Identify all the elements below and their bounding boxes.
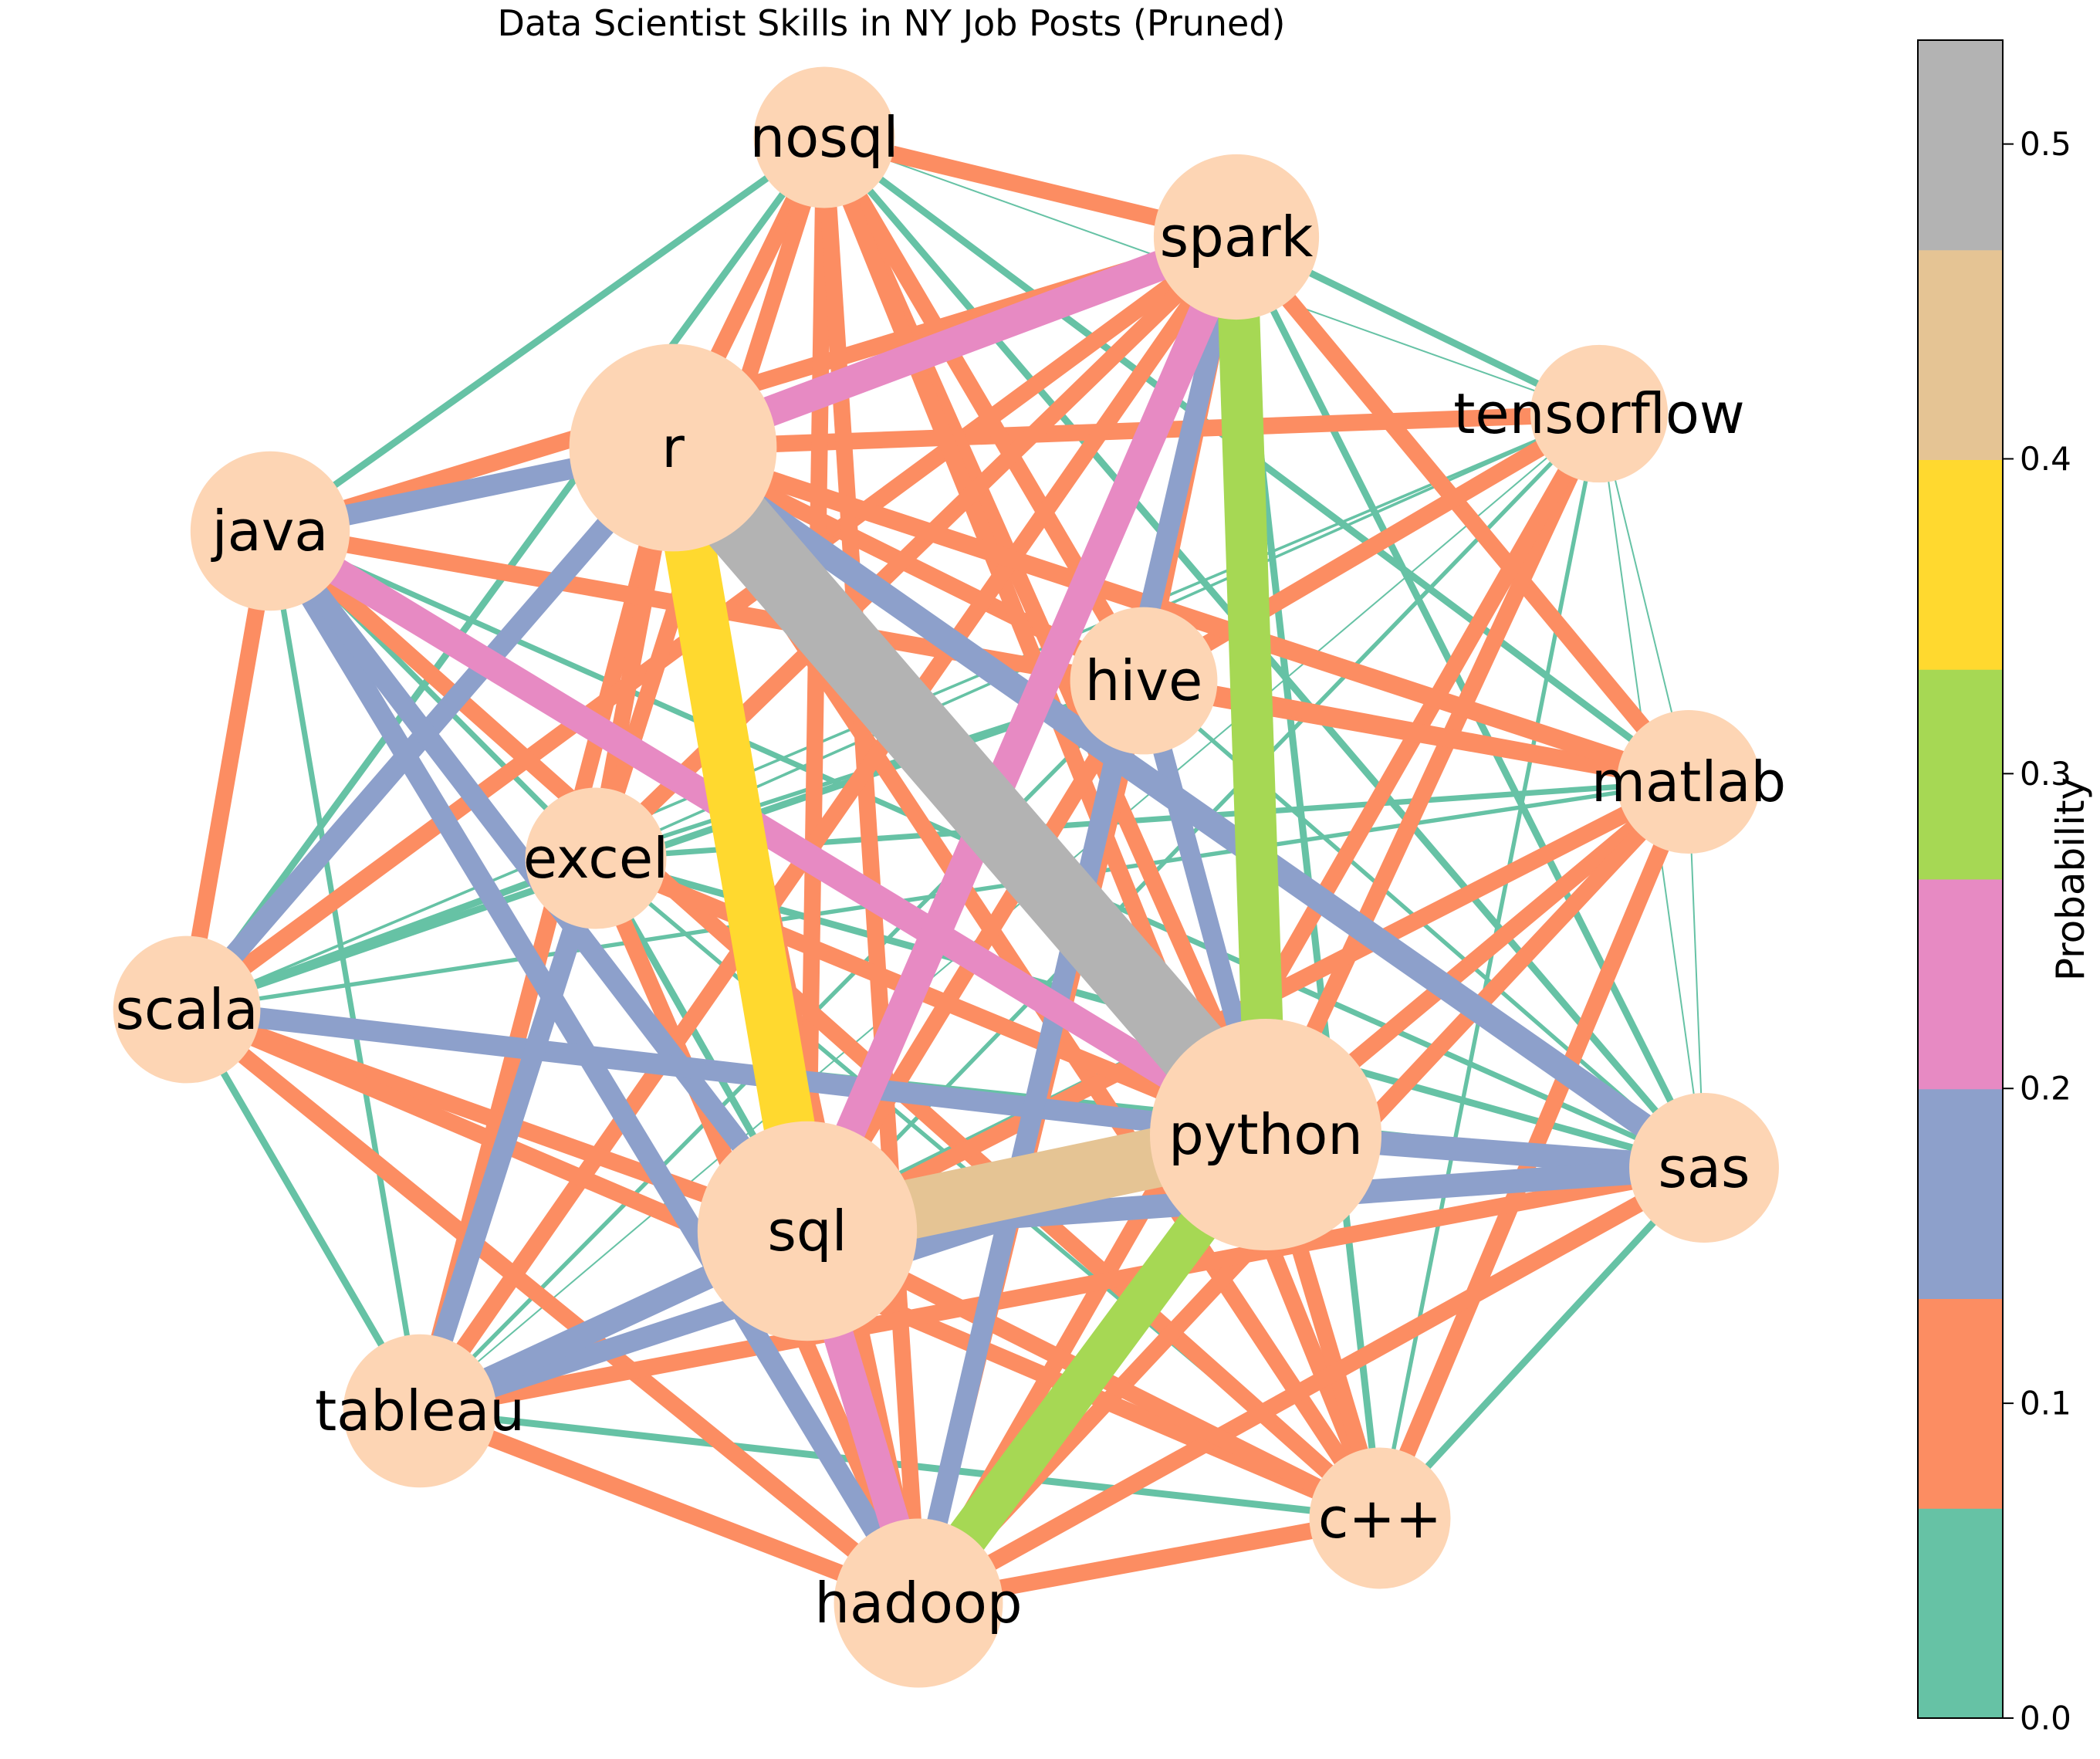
node-circle-hive [1070, 607, 1218, 755]
edge-nosql-sql [799, 137, 833, 1232]
node-label-r: r [661, 415, 685, 480]
node-spark: spark [1153, 154, 1320, 320]
edge-scala-hadoop [181, 1003, 924, 1610]
node-sas: sas [1629, 1093, 1779, 1243]
node-circle-hadoop [834, 1518, 1003, 1688]
edge-spark-sql [793, 231, 1251, 1237]
colorbar-tick-label-4: 0.4 [2020, 440, 2071, 478]
node-label-matlab: matlab [1591, 749, 1786, 814]
edge-java-tableau [267, 530, 423, 1412]
colorbar-band-3 [1918, 879, 2003, 1090]
colorbar-tick-label-0: 0.0 [2020, 1700, 2071, 1737]
colorbar-tick-label-5: 0.5 [2020, 125, 2071, 163]
node-label-scala: scala [115, 977, 258, 1042]
colorbar-band-7 [1918, 40, 2003, 251]
node-nosql: nosql [750, 66, 899, 208]
node-hadoop: hadoop [814, 1518, 1023, 1688]
node-tableau: tableau [315, 1334, 525, 1488]
node-circle-excel [525, 787, 667, 929]
edge-sas-cpp [1377, 1165, 1707, 1521]
edge-tableau-cpp [419, 1407, 1381, 1522]
colorbar-band-6 [1918, 249, 2003, 460]
node-label-hadoop: hadoop [814, 1571, 1022, 1636]
edge-r-sql [648, 443, 833, 1236]
node-label-tensorflow: tensorflow [1453, 381, 1745, 446]
node-circle-tensorflow [1530, 344, 1669, 483]
edge-tensorflow-python [1258, 410, 1607, 1138]
node-circle-java [190, 451, 350, 611]
node-circle-scala [113, 935, 261, 1084]
node-label-tableau: tableau [315, 1378, 525, 1443]
node-circle-python [1150, 1019, 1381, 1250]
node-circle-r [569, 343, 777, 552]
edge-sas-tableau [418, 1159, 1706, 1419]
node-circle-sql [697, 1121, 918, 1341]
edge-excel-tableau [410, 854, 606, 1415]
edge-r-matlab [670, 438, 1692, 791]
colorbar-label: Probability [2048, 777, 2093, 981]
node-sql: sql [697, 1121, 918, 1341]
colorbar-band-0 [1918, 1508, 2003, 1719]
edge-nosql-java [268, 134, 827, 534]
node-cpp: c++ [1309, 1447, 1451, 1589]
node-label-java: java [211, 499, 329, 563]
node-excel: excel [523, 787, 668, 929]
node-label-hive: hive [1085, 648, 1203, 713]
edge-sas-hadoop [914, 1160, 1709, 1611]
node-label-nosql: nosql [750, 105, 899, 170]
colorbar-band-1 [1918, 1298, 2003, 1509]
node-tensorflow: tensorflow [1453, 344, 1745, 483]
edge-java-python [262, 519, 1273, 1147]
edge-hive-scala [185, 677, 1145, 1013]
edge-spark-tableau [413, 232, 1243, 1416]
colorbar-tick-label-1: 0.1 [2020, 1385, 2071, 1422]
colorbar-tick-label-2: 0.2 [2020, 1070, 2071, 1108]
node-matlab: matlab [1591, 709, 1786, 854]
colorbar-band-2 [1918, 1088, 2003, 1299]
edge-spark-matlab [1229, 232, 1696, 787]
node-label-sql: sql [767, 1199, 847, 1263]
edge-scala-python [185, 999, 1267, 1145]
edge-excel-python [592, 851, 1270, 1142]
node-python: python [1150, 1019, 1381, 1250]
colorbar-ticks: 0.0 0.1 0.2 0.3 0.4 0.5 [2003, 125, 2071, 1737]
edge-spark-python [1216, 236, 1287, 1135]
node-scala: scala [113, 935, 261, 1084]
colorbar: 0.0 0.1 0.2 0.3 0.4 0.5 Probability [1917, 39, 2093, 1737]
edge-r-python [645, 424, 1293, 1159]
colorbar-band-4 [1918, 669, 2003, 880]
figure-title: Data Scientist Skills in NY Job Posts (P… [498, 2, 1286, 44]
node-circle-matlab [1616, 709, 1761, 854]
node-circle-sas [1629, 1093, 1779, 1243]
node-circle-spark [1153, 154, 1320, 320]
colorbar-frame [1917, 39, 2004, 1719]
colorbar-tick-label-3: 0.3 [2020, 755, 2071, 793]
edge-r-sas [665, 437, 1712, 1179]
colorbar-band-5 [1918, 459, 2003, 670]
edge-scala-tableau [184, 1007, 423, 1413]
node-r: r [569, 343, 777, 552]
node-circle-cpp [1309, 1447, 1451, 1589]
node-label-python: python [1168, 1102, 1363, 1167]
node-circle-nosql [753, 66, 895, 208]
edge-java-scala [178, 529, 279, 1011]
node-circle-tableau [343, 1334, 497, 1488]
node-hive: hive [1070, 607, 1218, 755]
node-label-cpp: c++ [1318, 1486, 1442, 1551]
edge-tableau-hadoop [417, 1402, 921, 1612]
node-java: java [190, 451, 350, 611]
node-label-spark: spark [1160, 205, 1314, 269]
node-label-sas: sas [1658, 1135, 1750, 1200]
node-label-excel: excel [523, 826, 668, 891]
nodes-layer: nosql spark tensorflow r java hive matlab excel… [113, 66, 1786, 1688]
colorbar-bands [1918, 40, 2003, 1719]
